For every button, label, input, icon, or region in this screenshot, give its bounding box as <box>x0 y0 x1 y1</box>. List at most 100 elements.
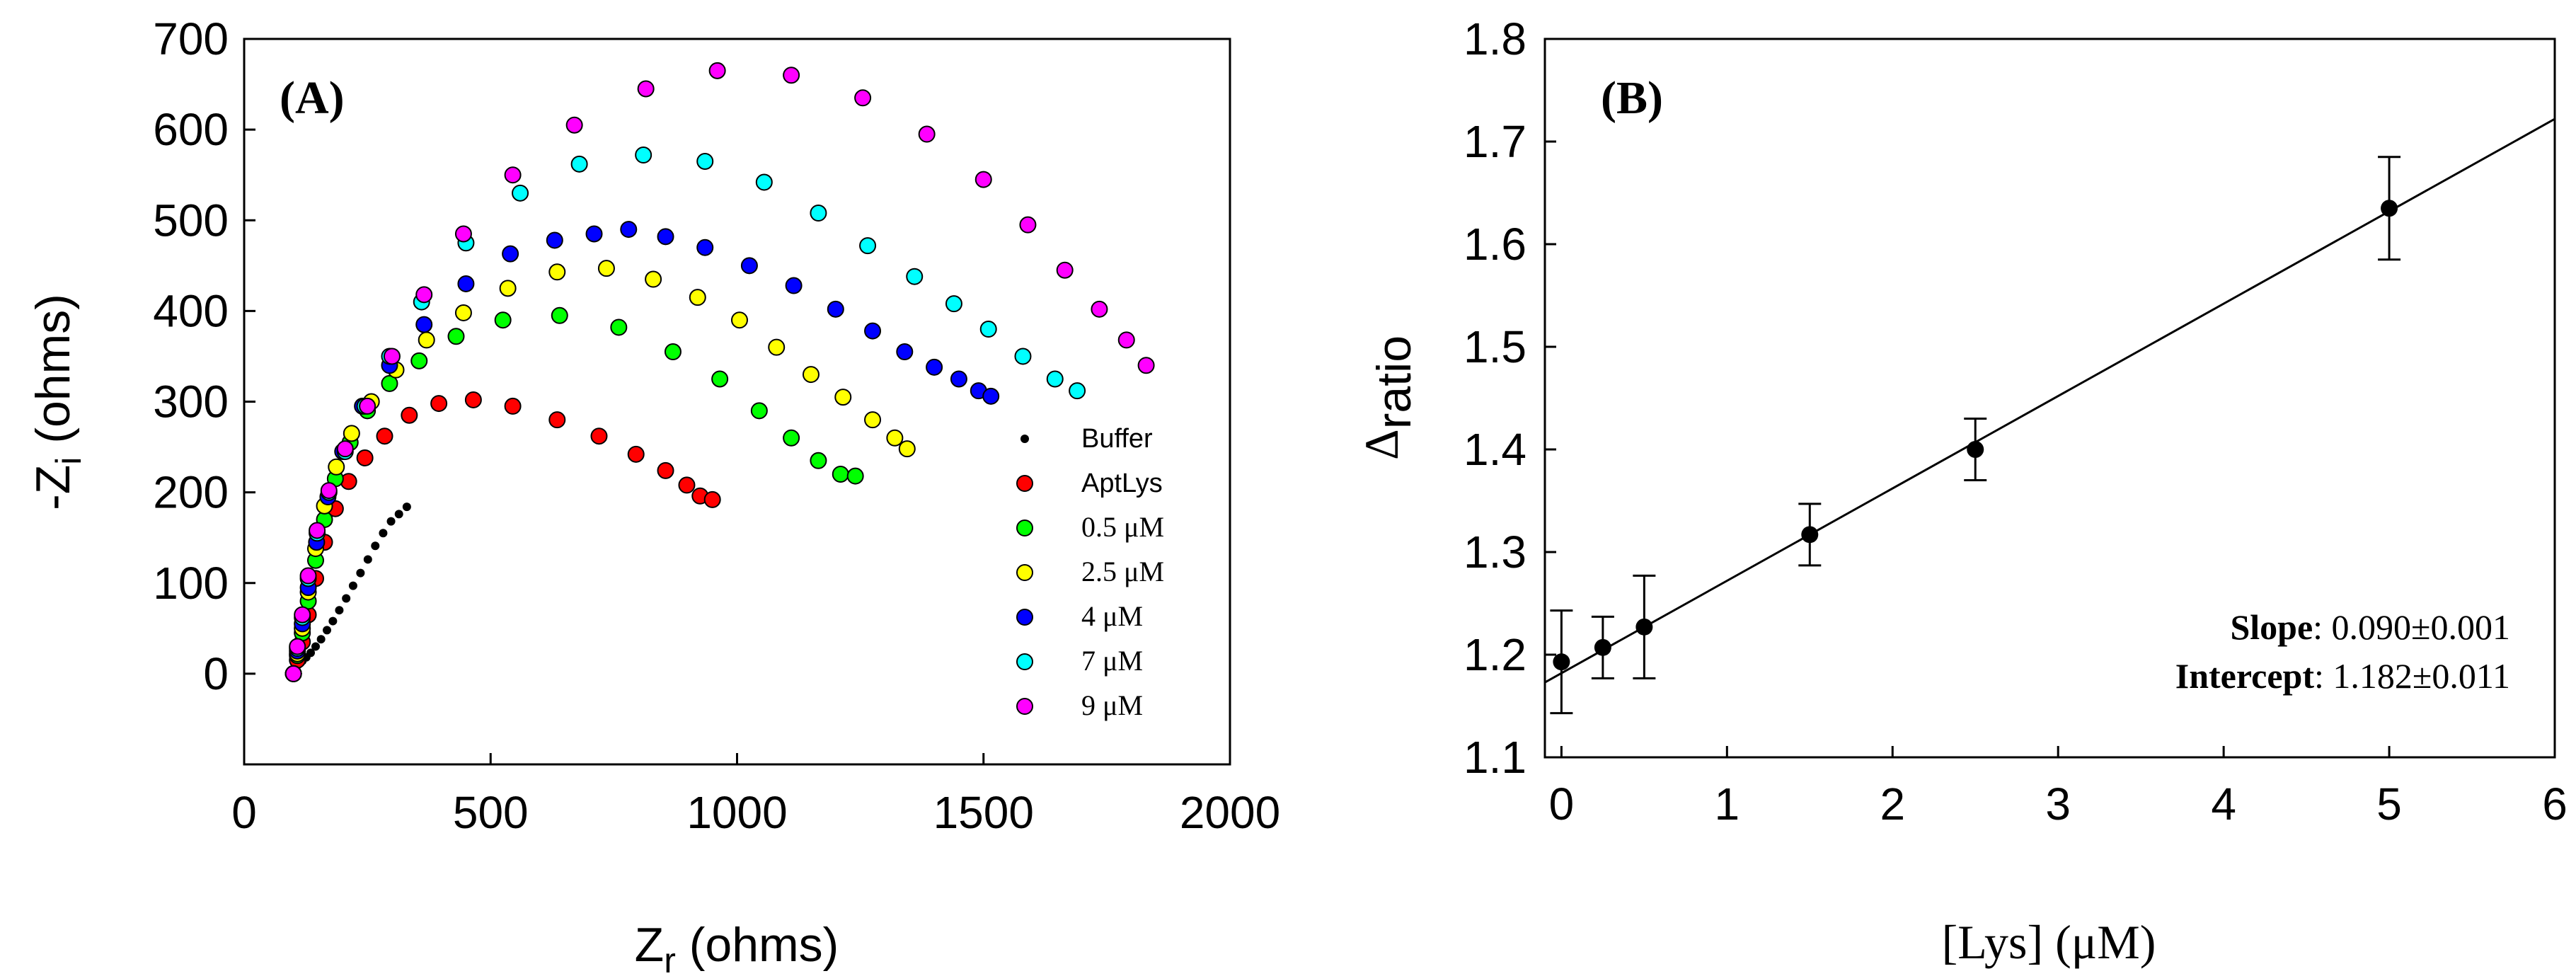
panel-b-y-tick-label: 1.8 <box>1464 13 1526 64</box>
data-point <box>570 155 588 173</box>
data-point <box>1553 653 1570 671</box>
data-point <box>645 270 662 288</box>
data-point <box>783 67 800 84</box>
panel-b-points <box>1550 156 2401 715</box>
data-point <box>637 80 655 98</box>
panel-b-y-ticks: 1.1 1.2 1.3 1.4 1.5 1.6 1.7 1.8 <box>1464 13 1556 783</box>
data-point <box>859 237 877 255</box>
panel-b-y-tick-label: 1.1 <box>1464 732 1526 783</box>
data-point <box>454 304 472 321</box>
data-point <box>708 62 726 79</box>
data-point <box>418 331 435 349</box>
slope-label: Slope <box>2230 607 2313 647</box>
data-point <box>896 343 914 361</box>
data-point <box>1046 370 1064 388</box>
data-point <box>335 606 344 615</box>
legend-label: 7 μM <box>1081 645 1143 677</box>
data-point <box>309 522 326 539</box>
data-point <box>316 635 326 644</box>
data-point <box>918 125 936 143</box>
data-point <box>689 289 706 306</box>
data-point <box>371 541 380 551</box>
legend-label: 9 μM <box>1081 689 1143 721</box>
panel-a-y-tick-label: 600 <box>153 104 229 155</box>
data-point <box>1069 382 1086 400</box>
legend-label: 4 μM <box>1081 600 1143 632</box>
panel-b-y-tick-label: 1.3 <box>1464 527 1526 578</box>
series-9-m <box>284 62 1155 682</box>
panel-b-x-tick-label: 6 <box>2542 779 2568 829</box>
point-with-errorbar <box>2378 156 2401 261</box>
data-point <box>886 429 904 447</box>
data-point <box>696 239 714 256</box>
panel-b-y-tick-label: 1.5 <box>1464 321 1526 372</box>
panel-b-y-tick-label: 1.4 <box>1464 424 1526 475</box>
panel-a-label: (A) <box>280 72 345 124</box>
data-point <box>827 300 844 318</box>
data-point <box>711 370 729 388</box>
data-point <box>284 665 302 682</box>
data-point <box>590 427 608 445</box>
data-point <box>320 482 338 500</box>
data-point <box>447 328 465 345</box>
panel-a-legend: Buffer AptLys 0.5 μM 2.5 μM 4 μM 7 μM 9 μM <box>1016 424 1164 721</box>
legend-marker <box>1016 609 1033 626</box>
data-point <box>834 389 852 406</box>
data-point <box>950 370 967 388</box>
data-point <box>551 306 568 324</box>
panel-a-y-title-main: -Z <box>26 465 80 510</box>
data-point <box>1117 331 1135 349</box>
data-point <box>610 318 628 336</box>
data-point <box>597 260 615 277</box>
series-2-5-m <box>284 260 916 682</box>
data-point <box>810 205 827 222</box>
data-point <box>565 116 583 134</box>
data-point <box>454 225 472 243</box>
panel-a-x-ticks: 0 500 1000 1500 2000 <box>231 753 1280 838</box>
data-point <box>343 425 360 442</box>
data-point <box>678 476 696 494</box>
legend-label: 0.5 μM <box>1081 511 1164 543</box>
panel-b-y-tick-label: 1.2 <box>1464 629 1526 680</box>
point-with-errorbar <box>1964 418 1987 481</box>
data-point <box>356 449 374 466</box>
data-point <box>415 316 433 333</box>
data-point <box>1967 441 1984 458</box>
data-point <box>635 147 652 163</box>
intercept-value: : 1.182±0.011 <box>2314 656 2510 696</box>
data-point <box>415 286 433 304</box>
data-point <box>926 358 943 376</box>
data-point <box>627 445 645 463</box>
data-point <box>1091 300 1108 318</box>
data-point <box>402 503 411 512</box>
data-point <box>363 555 372 564</box>
data-point <box>342 594 351 603</box>
data-point <box>504 397 522 415</box>
data-point <box>430 395 448 413</box>
data-point <box>504 166 522 184</box>
data-point <box>730 311 748 329</box>
panel-b-x-tick-label: 5 <box>2376 779 2402 829</box>
panel-b-x-tick-label: 4 <box>2211 779 2236 829</box>
panel-b-x-ticks: 0 1 2 3 4 5 6 <box>1549 746 2568 829</box>
data-point <box>306 648 316 658</box>
panel-a-y-tick-label: 400 <box>153 285 229 336</box>
data-point <box>832 466 849 483</box>
data-point <box>294 606 311 624</box>
panel-b-y-tick-label: 1.7 <box>1464 116 1526 167</box>
panel-a-y-tick-label: 700 <box>153 13 229 64</box>
data-point <box>289 638 306 655</box>
legend-marker <box>1016 698 1033 715</box>
data-point <box>585 225 603 243</box>
data-point <box>328 616 338 626</box>
data-point <box>348 581 357 590</box>
data-point <box>457 275 475 292</box>
point-with-errorbar <box>1798 503 1822 567</box>
legend-label: AptLys <box>1081 469 1163 498</box>
legend-marker <box>1016 519 1033 536</box>
panel-a-series <box>284 62 1155 682</box>
legend-marker <box>1016 564 1033 581</box>
panel-b-x-tick-label: 1 <box>1715 779 1740 829</box>
intercept-annotation: Intercept: 1.182±0.011 <box>2175 656 2510 696</box>
data-point <box>783 429 800 447</box>
